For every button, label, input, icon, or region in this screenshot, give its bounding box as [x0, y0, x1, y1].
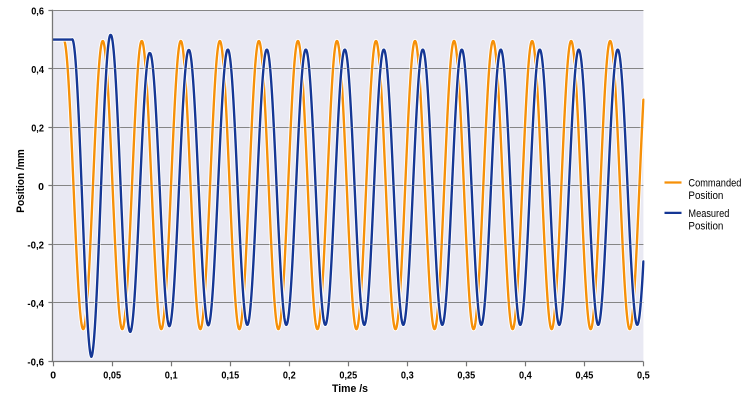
svg-text:-0,6: -0,6 — [27, 357, 44, 369]
svg-text:0,05: 0,05 — [103, 369, 121, 381]
svg-text:Position /mm: Position /mm — [15, 149, 27, 213]
svg-text:0,3: 0,3 — [401, 369, 414, 381]
svg-text:0,1: 0,1 — [165, 369, 178, 381]
svg-text:0,4: 0,4 — [31, 64, 44, 76]
svg-text:0,6: 0,6 — [31, 6, 44, 18]
svg-text:0,4: 0,4 — [519, 369, 532, 381]
svg-text:0: 0 — [50, 369, 56, 381]
svg-text:Position: Position — [688, 190, 723, 202]
svg-text:0,35: 0,35 — [457, 369, 475, 381]
svg-text:Commanded: Commanded — [688, 178, 741, 190]
svg-text:0,15: 0,15 — [221, 369, 239, 381]
svg-text:0: 0 — [38, 181, 44, 193]
svg-text:0,2: 0,2 — [31, 123, 44, 135]
svg-text:0,5: 0,5 — [637, 369, 650, 381]
svg-text:Measured: Measured — [688, 208, 729, 220]
svg-text:-0,4: -0,4 — [27, 298, 44, 310]
svg-text:-0,2: -0,2 — [27, 240, 44, 252]
svg-text:Position: Position — [688, 221, 723, 233]
svg-text:0,2: 0,2 — [283, 369, 296, 381]
svg-text:0,45: 0,45 — [576, 369, 594, 381]
svg-text:0,25: 0,25 — [339, 369, 357, 381]
svg-text:Time /s: Time /s — [332, 383, 368, 395]
